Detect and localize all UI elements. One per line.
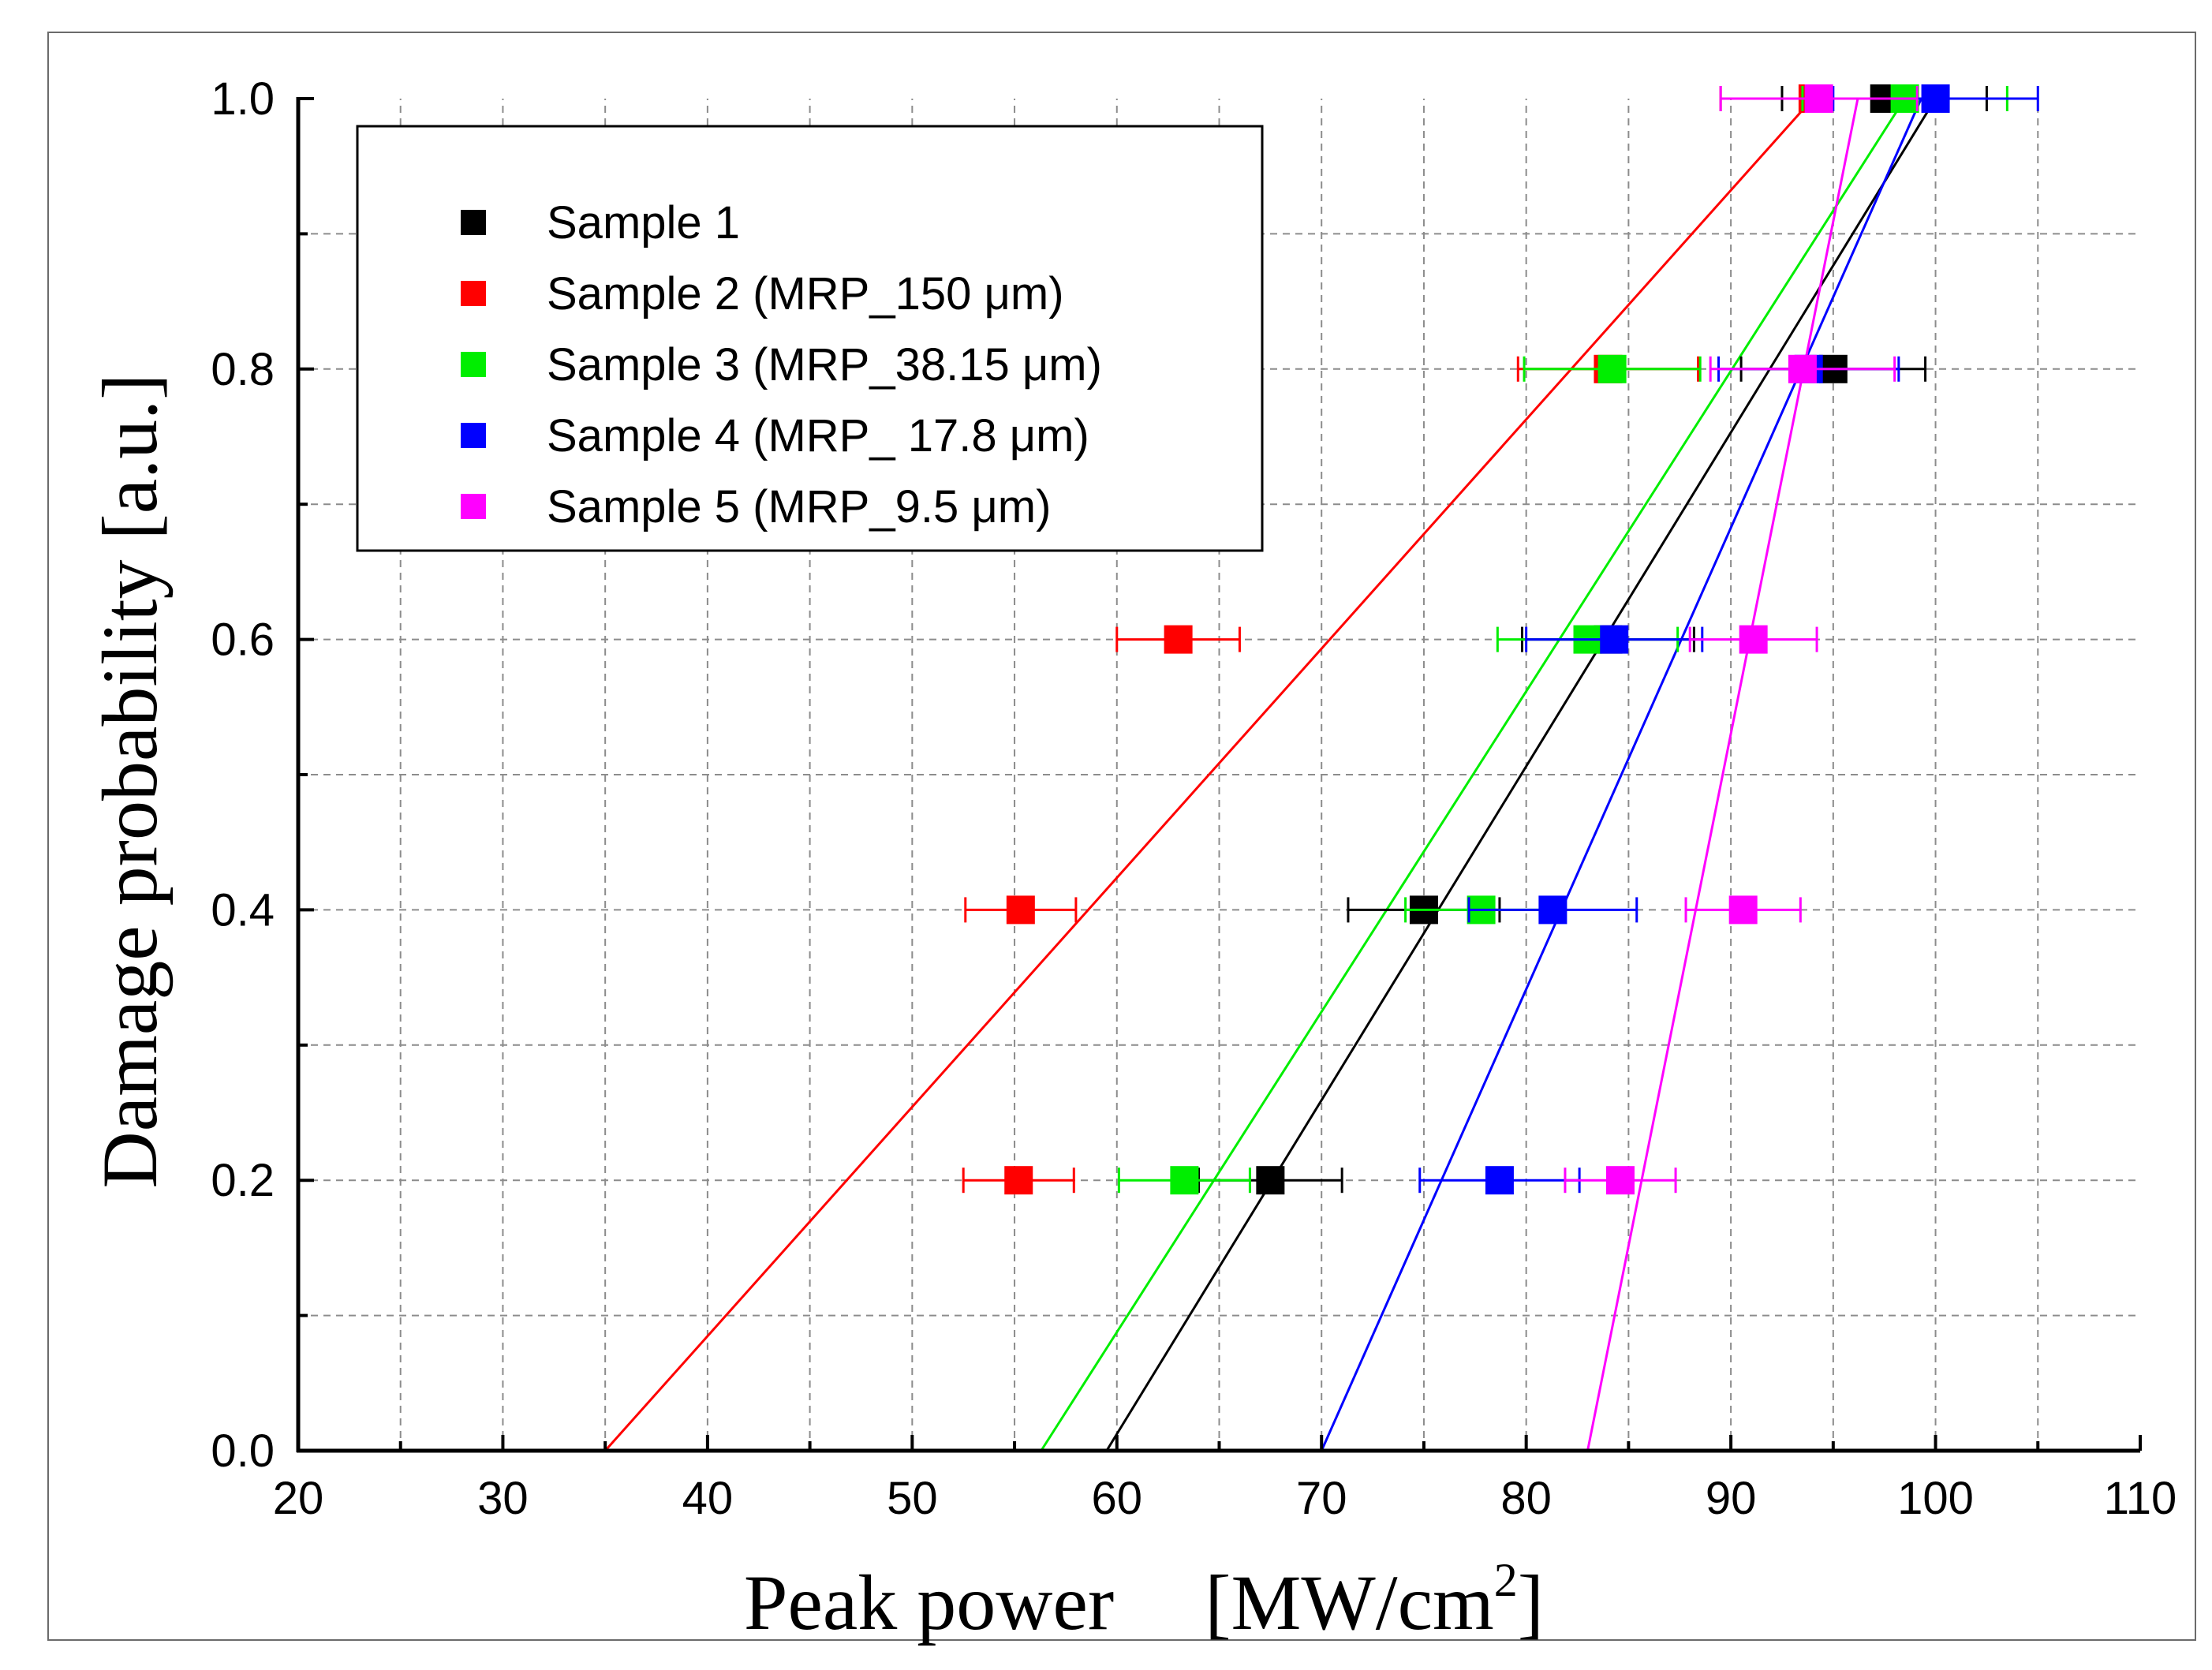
x-tick-label: 30	[477, 1473, 529, 1524]
y-tick-label: 0.0	[211, 1425, 275, 1477]
x-axis-unit-close: ]	[1518, 1559, 1544, 1646]
axes	[296, 97, 2142, 1453]
data-point	[1564, 1166, 1677, 1195]
x-tick-label: 20	[273, 1473, 324, 1524]
legend: Sample 1 Sample 2 (MRP_150 μm) Sample 3 (M…	[356, 125, 1264, 552]
legend-marker	[461, 352, 486, 377]
data-marker	[1485, 1166, 1514, 1195]
x-axis-unit: [MW/cm	[1205, 1559, 1494, 1646]
data-marker	[1921, 84, 1950, 113]
legend-marker	[461, 423, 486, 448]
data-point	[1684, 895, 1802, 925]
data-marker	[1538, 895, 1567, 925]
data-point	[1709, 354, 1896, 383]
x-tick-label: 50	[887, 1473, 938, 1524]
data-marker	[1256, 1166, 1285, 1195]
fit-line	[604, 98, 1814, 1451]
legend-box	[356, 125, 1264, 552]
x-axis-label: Peak power	[744, 1559, 1114, 1646]
x-tick-label: 60	[1092, 1473, 1143, 1524]
legend-label: Sample 2 (MRP_150 μm)	[547, 268, 1064, 319]
data-point	[964, 895, 1078, 925]
y-tick-label: 0.2	[211, 1155, 275, 1206]
data-point	[1198, 1166, 1343, 1195]
data-marker	[1006, 895, 1035, 925]
legend-marker	[461, 281, 486, 306]
data-marker	[1597, 354, 1627, 383]
fit-line	[1040, 98, 1906, 1451]
data-points	[962, 84, 2039, 1195]
x-tick-label: 80	[1500, 1473, 1552, 1524]
y-tick-label: 1.0	[211, 73, 275, 125]
data-point	[1467, 895, 1638, 925]
data-marker	[1004, 1166, 1033, 1195]
data-point	[1418, 1166, 1581, 1195]
legend-marker	[461, 210, 486, 235]
legend-marker	[461, 494, 486, 519]
legend-label: Sample 1	[547, 197, 740, 248]
x-tick-label: 70	[1296, 1473, 1347, 1524]
data-marker	[1164, 625, 1193, 654]
y-tick-label: 0.8	[211, 344, 275, 395]
legend-label: Sample 5 (MRP_9.5 μm)	[547, 481, 1051, 532]
data-marker	[1170, 1166, 1199, 1195]
fit-line	[1320, 98, 1922, 1451]
tick-labels: 20 30 40 50 60 70 80 90 100 110 0.0 0.2 0.4 0.6 0.8 1.0	[211, 73, 2177, 1524]
x-tick-label: 110	[2104, 1473, 2177, 1524]
fit-line	[1105, 98, 1937, 1451]
data-marker	[1788, 354, 1817, 383]
data-point	[1523, 354, 1702, 383]
x-axis-title: Peak power [MW/cm2]	[744, 1554, 1544, 1646]
data-point	[962, 1166, 1075, 1195]
y-tick-label: 0.4	[211, 884, 275, 936]
data-point	[1115, 625, 1241, 654]
data-marker	[1606, 1166, 1635, 1195]
data-marker	[1728, 895, 1758, 925]
fit-line	[1586, 98, 1859, 1451]
x-axis-unit-superscript: 2	[1494, 1554, 1518, 1606]
data-marker	[1600, 625, 1629, 654]
data-point	[1525, 625, 1704, 654]
data-marker	[1739, 625, 1768, 654]
data-point	[1688, 625, 1818, 654]
x-tick-label: 100	[1897, 1473, 1974, 1524]
data-point	[1117, 1166, 1251, 1195]
data-marker	[1804, 84, 1833, 113]
y-axis-title: Damage probability [a.u.]	[86, 374, 174, 1189]
legend-label: Sample 3 (MRP_38.15 μm)	[547, 339, 1102, 390]
y-tick-label: 0.6	[211, 615, 275, 666]
x-tick-label: 40	[682, 1473, 734, 1524]
fit-lines	[604, 98, 1937, 1451]
legend-label: Sample 4 (MRP_ 17.8 μm)	[547, 410, 1089, 461]
data-point	[1719, 84, 1919, 113]
x-tick-label: 90	[1706, 1473, 1757, 1524]
